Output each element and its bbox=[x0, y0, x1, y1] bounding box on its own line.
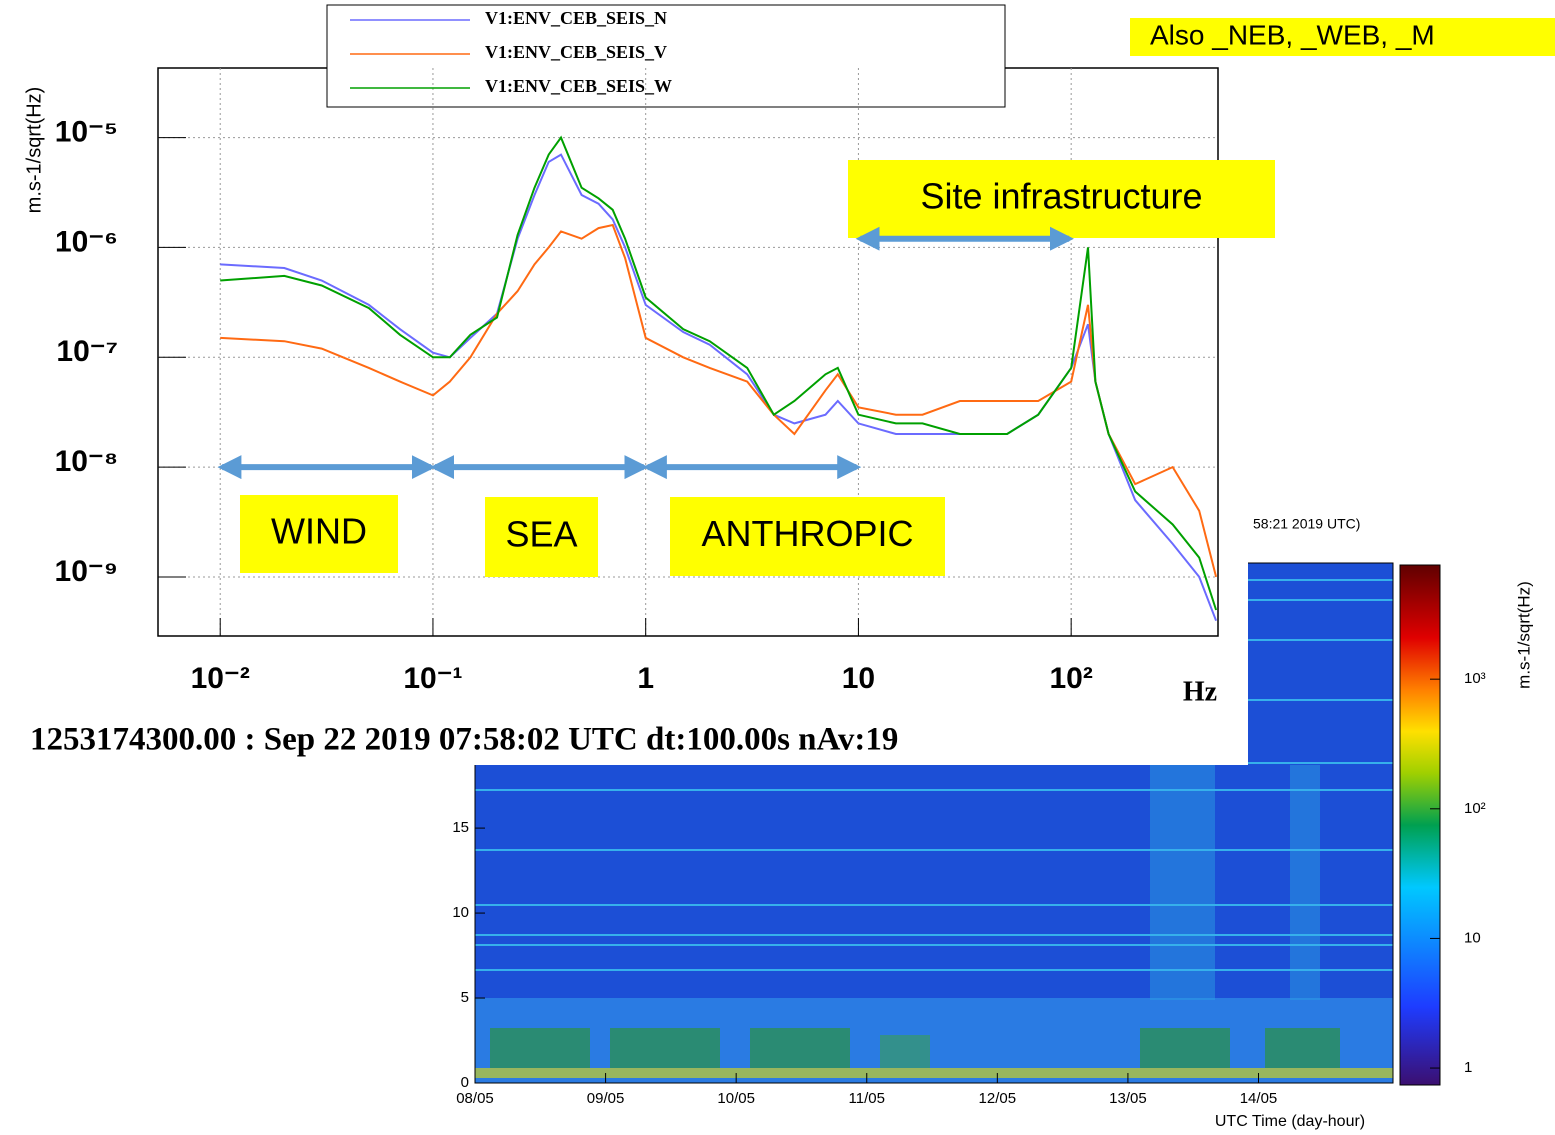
x-tick-label: 08/05 bbox=[456, 1090, 494, 1107]
x-tick-label: 10⁻² bbox=[191, 662, 250, 695]
legend-label: V1:ENV_CEB_SEIS_N bbox=[485, 8, 667, 28]
colorbar-tick-label: 10 bbox=[1464, 929, 1481, 946]
x-axis-label: Hz bbox=[1183, 676, 1217, 707]
colorbar-tick-label: 10² bbox=[1464, 800, 1486, 817]
colorbar-tick-label: 10³ bbox=[1464, 670, 1486, 687]
x-axis-label: UTC Time (day-hour) bbox=[1215, 1113, 1365, 1130]
colorbar-tick-label: 1 bbox=[1464, 1059, 1472, 1076]
annotation-label: ANTHROPIC bbox=[701, 513, 913, 554]
x-tick-label: 10 bbox=[842, 662, 875, 695]
x-tick-label: 13/05 bbox=[1109, 1090, 1147, 1107]
slide: 08/05 09/05 10/05 11/05 12/05 13/05 14/05 0 5 10 1… bbox=[0, 0, 1555, 1135]
annotation-label: Site infrastructure bbox=[920, 176, 1202, 217]
x-tick-label: 12/05 bbox=[979, 1090, 1017, 1107]
x-tick-label: 10⁻¹ bbox=[403, 662, 462, 695]
annotation-label: Also _NEB, _WEB, _M bbox=[1150, 19, 1435, 50]
colorbar bbox=[1400, 565, 1440, 1085]
x-tick-label: 10² bbox=[1049, 662, 1092, 695]
y-tick-label: 5 bbox=[461, 989, 469, 1006]
y-tick-label: 10 bbox=[452, 904, 469, 921]
legend-label: V1:ENV_CEB_SEIS_V bbox=[485, 42, 667, 62]
colorbar-label: m.s-1/sqrt(Hz) bbox=[1514, 581, 1533, 689]
legend-label: V1:ENV_CEB_SEIS_W bbox=[485, 76, 672, 96]
x-tick-label: 14/05 bbox=[1240, 1090, 1278, 1107]
x-tick-label: 1 bbox=[637, 662, 654, 695]
y-tick-label: 10⁻⁷ bbox=[56, 335, 118, 368]
y-tick-label: 10⁻⁵ bbox=[55, 116, 118, 149]
y-tick-label: 10⁻⁹ bbox=[55, 555, 118, 588]
y-axis-label: m.s-1/sqrt(Hz) bbox=[23, 87, 45, 214]
annotation-label: SEA bbox=[505, 514, 577, 555]
x-tick-label: 09/05 bbox=[587, 1090, 625, 1107]
y-tick-label: 0 bbox=[461, 1074, 469, 1091]
x-tick-label: 10/05 bbox=[717, 1090, 755, 1107]
y-tick-label: 15 bbox=[452, 819, 469, 836]
page: 08/05 09/05 10/05 11/05 12/05 13/05 14/05 0 5 10 1… bbox=[0, 0, 1555, 1135]
y-tick-label: 10⁻⁸ bbox=[55, 445, 118, 478]
spectrogram-title: 58:21 2019 UTC) bbox=[1253, 516, 1360, 532]
annotation-label: WIND bbox=[271, 511, 367, 552]
x-tick-label: 11/05 bbox=[849, 1090, 885, 1107]
footer: 1253174300.00 : Sep 22 2019 07:58:02 UTC… bbox=[30, 722, 898, 758]
y-tick-label: 10⁻⁶ bbox=[55, 225, 118, 258]
